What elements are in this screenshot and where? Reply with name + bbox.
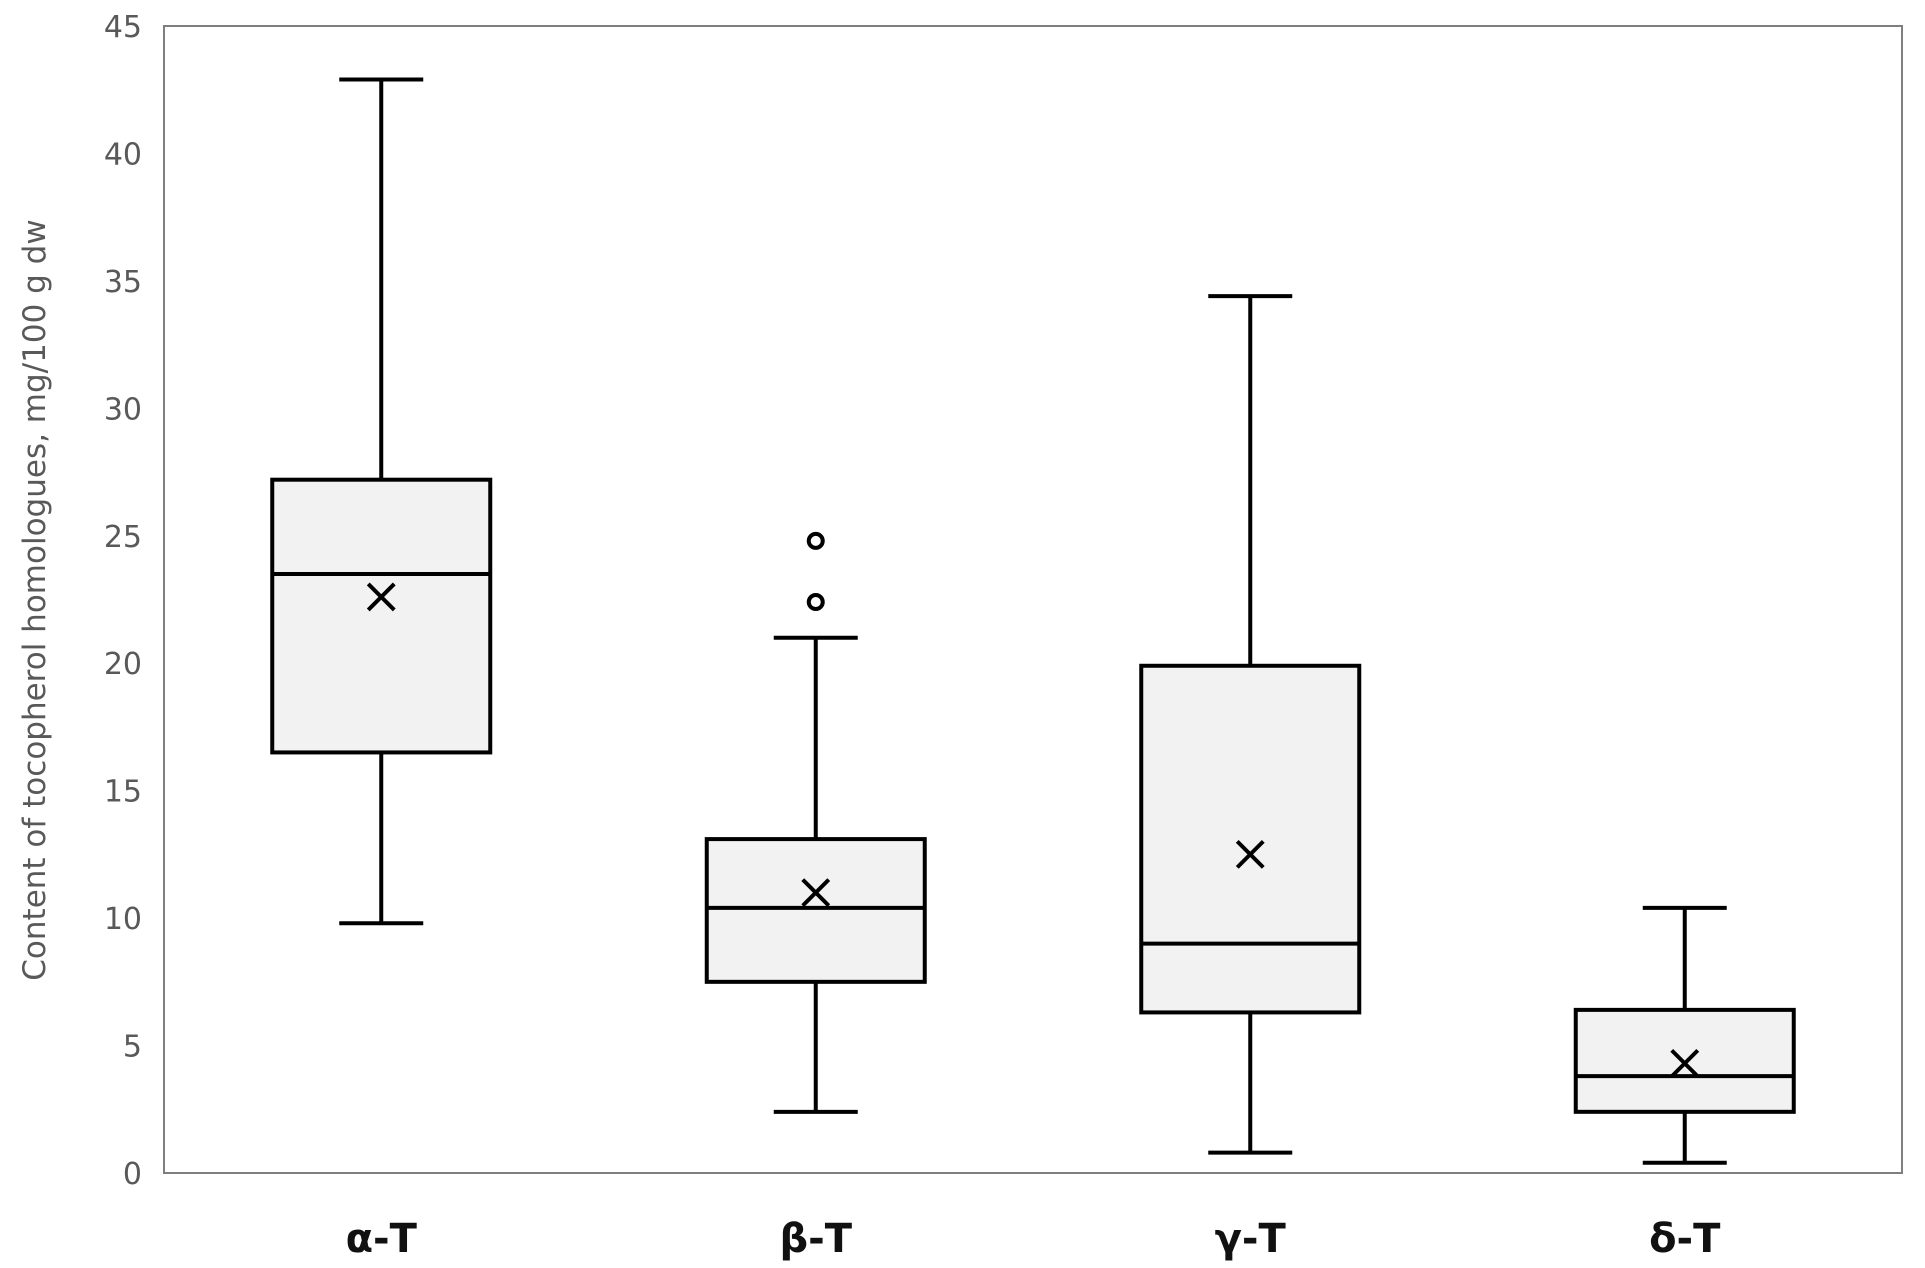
y-tick-label: 0 [123,1157,142,1192]
x-category-label: δ-T [1649,1216,1721,1262]
box-series [270,77,1796,1165]
mean-marker [1670,1048,1700,1078]
y-tick-label: 40 [104,137,142,172]
y-tick-label: 15 [104,775,142,810]
box-group-4 [1573,905,1796,1165]
x-axis-categories: α-T β-T γ-T δ-T [346,1216,1722,1262]
mean-marker [1235,839,1265,869]
y-axis-ticks: 0 5 10 15 20 25 30 35 40 45 [104,10,142,1192]
mean-marker-stroke [366,582,396,612]
outlier-point [806,593,825,612]
mean-marker [801,878,831,908]
mean-marker-stroke [1670,1048,1700,1078]
box-group-2 [704,531,927,1114]
box-group-1 [270,77,493,926]
mean-marker-stroke [801,878,831,908]
y-tick-label: 45 [104,10,142,45]
y-axis-title: Content of tocopherol homologues, mg/100… [17,219,53,980]
iqr-box [1139,663,1362,1015]
mean-marker-stroke [1235,839,1265,869]
y-tick-label: 25 [104,520,142,555]
box-group-3 [1139,294,1362,1155]
y-tick-label: 20 [104,647,142,682]
iqr-box [704,837,927,984]
y-tick-label: 10 [104,902,142,937]
x-category-label: γ-T [1215,1216,1287,1262]
iqr-box [270,477,493,755]
y-tick-label: 30 [104,392,142,427]
x-category-label: β-T [779,1216,852,1262]
y-tick-label: 5 [123,1030,142,1065]
y-tick-label: 35 [104,265,142,300]
mean-marker [366,582,396,612]
x-category-label: α-T [346,1216,418,1262]
outlier-point [806,531,825,550]
